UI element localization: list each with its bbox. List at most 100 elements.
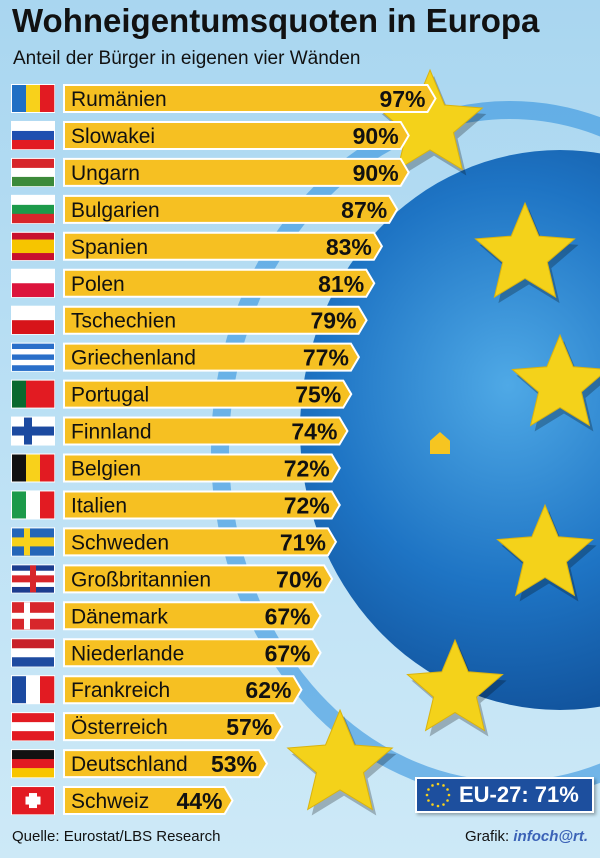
bar-value-label: 71% [280, 529, 326, 555]
flag-icon [11, 527, 55, 557]
flag-icon [11, 120, 55, 150]
star-icon [511, 333, 600, 427]
eu-star [442, 803, 445, 806]
bar-label: Schweden [71, 531, 169, 554]
bar [63, 268, 376, 298]
flag-icon [11, 453, 55, 483]
bar-value-label: 75% [295, 382, 341, 408]
bar-label: Österreich [71, 716, 168, 739]
flag-icon [11, 675, 55, 705]
bar-value-label: 62% [245, 677, 291, 703]
bar-label: Finnland [71, 421, 152, 444]
flag-icon [11, 416, 55, 446]
bar-value-label: 83% [326, 234, 372, 260]
bar-value-label: 77% [303, 345, 349, 371]
bar-label: Slowakei [71, 125, 155, 148]
bar [63, 601, 322, 631]
bar-row: Rumänien 97% [11, 84, 437, 113]
bar [63, 342, 361, 372]
bar-row: Deutschland 53% [11, 749, 269, 779]
bar-value-label: 97% [379, 86, 425, 112]
bar-label: Niederlande [71, 642, 184, 665]
star-icon [496, 503, 594, 597]
bar-label: Frankreich [71, 679, 170, 702]
bar-label: Tschechien [71, 310, 176, 333]
flag-icon [11, 305, 55, 335]
eu-star [431, 803, 434, 806]
bar-value-label: 81% [318, 271, 364, 297]
bar-label: Spanien [71, 236, 148, 259]
bar-label: Italien [71, 494, 127, 517]
bar-row: Tschechien 79% [11, 305, 368, 335]
bar-row: Belgien 72% [11, 453, 341, 483]
bar-label: Schweiz [71, 790, 149, 813]
bar-row: Dänemark 67% [11, 601, 322, 631]
eu-average-badge: EU-27: 71% [415, 777, 594, 813]
flag-icon [11, 379, 55, 409]
flag-icon [11, 786, 55, 816]
star-icon [286, 708, 394, 811]
credit-label: Grafik: [465, 828, 510, 845]
flag-icon [11, 84, 55, 113]
bar-label: Griechenland [71, 347, 196, 370]
eu-star [442, 784, 445, 787]
bar-row: Niederlande 67% [11, 638, 322, 668]
bar-value-label: 53% [211, 751, 257, 777]
bar-row: Italien 72% [11, 490, 341, 520]
eu-star [447, 793, 451, 797]
eu-average-text: EU-27: 71% [459, 782, 579, 807]
bar [63, 786, 234, 816]
eu-stars-icon [425, 782, 451, 808]
source-note: Quelle: Eurostat/LBS Research [12, 828, 221, 845]
bar-value-label: 70% [276, 566, 322, 592]
bar-value-label: 79% [311, 308, 357, 334]
bar-label: Belgien [71, 458, 141, 481]
bar-label: Großbritannien [71, 568, 211, 591]
eu-star [436, 804, 440, 808]
bar [63, 490, 341, 520]
bar-value-label: 72% [284, 492, 330, 518]
bar-row: Ungarn 90% [11, 157, 410, 187]
flag-icon [11, 157, 55, 187]
bar-value-label: 90% [353, 123, 399, 149]
bar-value-label: 44% [176, 788, 222, 814]
bar-label: Portugal [71, 384, 149, 407]
bar [63, 675, 303, 705]
bar-label: Deutschland [71, 753, 188, 776]
bar-row: Großbritannien 70% [11, 564, 334, 594]
bar-row: Griechenland 77% [11, 342, 361, 372]
bar [63, 416, 349, 446]
eu-star [436, 782, 440, 786]
bar-value-label: 90% [353, 160, 399, 186]
bar-label: Dänemark [71, 605, 168, 628]
flag-icon [11, 749, 55, 779]
bar-row: Portugal 75% [11, 379, 353, 409]
bar-value-label: 72% [284, 456, 330, 482]
eu-star [427, 799, 430, 802]
credit-logo: infoch@rt. [513, 828, 588, 845]
eu-star [431, 784, 434, 787]
eu-star [446, 799, 449, 802]
star-icon [474, 201, 576, 299]
chart-subtitle: Anteil der Bürger in eigenen vier Wänden [13, 48, 361, 69]
eu-star [425, 793, 429, 797]
bar-row: Österreich 57% [11, 712, 284, 742]
bar-label: Polen [71, 273, 125, 296]
bar-row: Frankreich 62% [11, 675, 303, 705]
credit: Grafik: infoch@rt. [465, 828, 588, 845]
stars-group [286, 68, 600, 816]
bar-value-label: 67% [265, 603, 311, 629]
flag-icon [11, 638, 55, 668]
flag-icon [11, 712, 55, 742]
bar [63, 749, 269, 779]
flag-icon [11, 194, 55, 224]
bar [63, 712, 284, 742]
bar-row: Spanien 83% [11, 231, 384, 261]
bar-row: Finnland 74% [11, 416, 349, 446]
bar-value-label: 74% [291, 419, 337, 445]
eu-star [427, 788, 430, 791]
bar [63, 231, 384, 261]
bar-value-label: 57% [226, 714, 272, 740]
